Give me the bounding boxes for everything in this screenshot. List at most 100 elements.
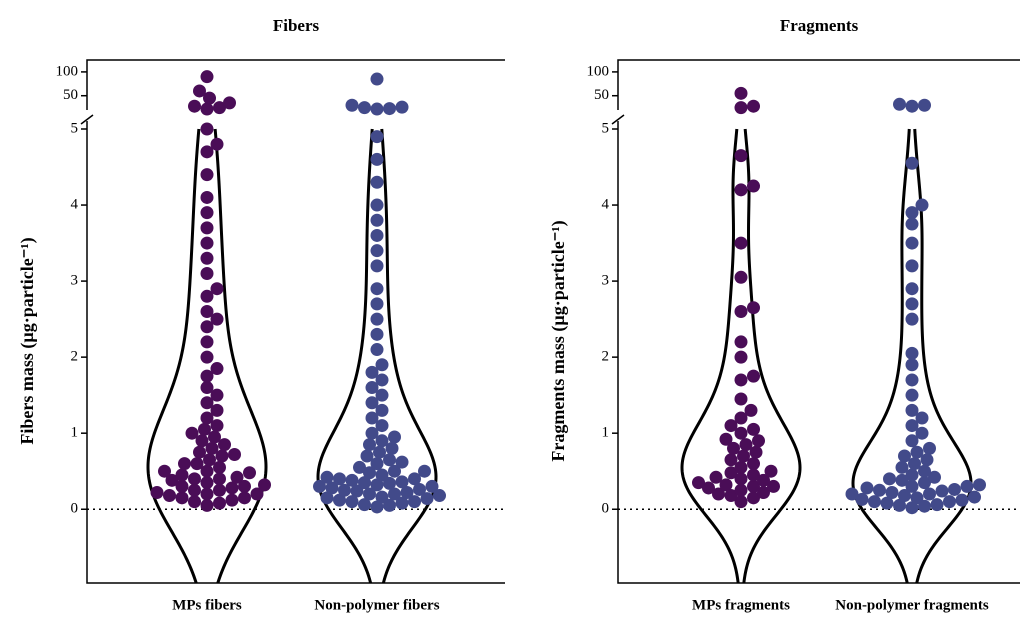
data-point [747,369,760,383]
data-point [200,381,214,395]
data-point [719,478,733,492]
data-point [188,99,201,113]
data-point [968,490,981,504]
data-point [918,476,931,490]
data-point [734,495,748,509]
data-point [734,411,748,425]
data-point [200,122,214,136]
y-axis-label: Fibers mass (µg·particle⁻¹) [17,237,38,444]
data-point [238,479,251,493]
data-point [203,91,216,105]
data-point [385,441,399,455]
y-tick-label: 50 [594,87,609,103]
data-point [223,96,236,110]
x-tick-label: MPs fibers [172,597,242,613]
violin [146,128,268,584]
data-point [709,470,723,484]
data-point [413,482,426,496]
data-point [365,426,379,440]
data-point [175,468,189,482]
data-point [370,102,384,116]
data-point [353,460,366,474]
data-point [764,464,778,478]
data-point [370,478,384,492]
panel-title: Fibers [273,16,320,35]
y-tick-label: 2 [71,349,79,365]
data-point [200,411,214,425]
data-point [905,217,919,231]
data-point [210,388,224,402]
data-point [383,498,396,512]
data-point [905,297,919,311]
data-point [345,473,359,487]
y-tick-label: 2 [602,349,610,365]
data-point [198,422,211,436]
data-point [320,470,334,484]
data-point [358,101,371,115]
data-point [905,468,919,482]
data-point [200,145,214,159]
data-point [918,464,931,478]
data-point [190,457,204,471]
data-point [370,297,384,311]
data-point [395,475,409,489]
data-point [383,476,396,490]
data-point [200,251,214,265]
data-point [895,473,909,487]
data-point [200,70,214,84]
data-point [905,373,919,387]
data-point [345,495,359,509]
data-point [210,312,224,326]
data-point [734,236,748,250]
data-point [388,430,401,444]
data-point [734,335,748,349]
data-point [395,100,409,114]
y-tick-label: 0 [71,501,79,517]
data-point [692,476,705,490]
data-point [360,449,374,463]
data-point [734,149,748,163]
data-point [734,392,748,406]
y-tick-label: 50 [63,87,78,103]
data-point [910,491,924,505]
data-point [365,396,379,410]
data-point [213,472,226,486]
data-point [373,445,386,459]
data-point [200,396,214,410]
data-point [734,270,748,284]
data-point [893,97,906,111]
data-point [225,493,239,507]
data-point [365,381,379,395]
data-point [898,489,911,503]
data-point [712,487,725,501]
data-point [175,491,189,505]
data-point [734,460,748,474]
data-point [719,432,733,446]
data-point [408,495,421,509]
data-point [893,498,906,512]
data-point [883,472,896,486]
data-point [218,438,231,452]
y-axis-label: Fragments mass (µg·particle⁻¹) [548,220,569,461]
data-point [210,137,224,151]
data-point [928,470,941,484]
data-point [150,486,164,500]
data-point [375,388,389,402]
data-point [752,434,765,448]
data-point [175,479,189,493]
data-point [918,98,931,112]
data-point [370,312,384,326]
axis-frame [617,121,1020,584]
data-point [228,447,241,461]
data-point [375,490,389,504]
data-point [188,483,201,497]
data-point [724,453,738,467]
data-point [213,496,226,510]
data-point [734,183,748,197]
data-point [734,350,748,364]
data-point [200,487,214,501]
data-point [370,152,384,166]
data-point [855,492,869,506]
data-point [365,411,379,425]
data-point [734,472,748,486]
